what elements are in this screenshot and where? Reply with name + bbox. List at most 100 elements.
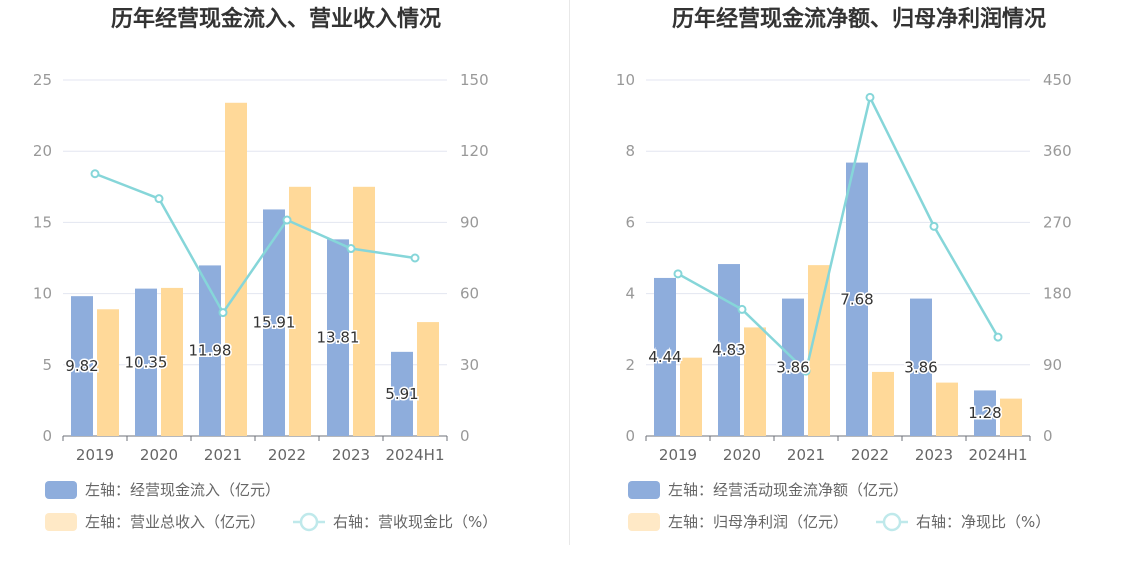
- bar-secondary: [225, 102, 247, 436]
- bar-secondary: [872, 371, 894, 436]
- chart-title: 历年经营现金流净额、归母净利润情况: [672, 6, 1046, 32]
- right-axis-tick-label: 90: [460, 213, 479, 231]
- bar-primary: [199, 265, 221, 436]
- ratio-line: [94, 172, 416, 315]
- bar-data-label: 10.35: [125, 353, 168, 371]
- x-axis-tick-label: 2023: [915, 446, 953, 464]
- bar-primary: [263, 209, 285, 436]
- legend-label: 右轴：营收现金比（%）: [333, 513, 497, 531]
- chart-left-svg: 历年经营现金流入、营业收入情况 0 0 5 30 10 60 15 90 20 120 25 150 20…: [33, 6, 497, 532]
- bar-secondary: [161, 287, 183, 436]
- ratio-line-point: [993, 332, 1003, 342]
- x-axis-tick-label: 2019: [76, 446, 114, 464]
- x-axis-tick-label: 2021: [787, 446, 825, 464]
- right-axis-tick-label: 30: [460, 356, 479, 374]
- right-axis-tick-label: 0: [460, 427, 470, 445]
- left-axis-tick-label: 10: [616, 71, 635, 89]
- bar-data-label: 15.91: [253, 314, 296, 332]
- chart-right-svg: 历年经营现金流净额、归母净利润情况 0 0 2 90 4 180 6 270 8 360 10 450 2…: [616, 6, 1072, 532]
- x-axis-tick-label: 2023: [332, 446, 370, 464]
- right-axis-tick-label: 450: [1043, 71, 1072, 89]
- left-axis-tick-label: 15: [33, 213, 52, 231]
- bar-data-label: 4.44: [648, 348, 681, 366]
- ratio-line-point: [90, 169, 100, 179]
- chart-group: 历年经营现金流净额、归母净利润情况 0 0 2 90 4 180 6 270 8 360 10 450 2…: [616, 6, 1072, 532]
- legend-line-marker: [882, 512, 902, 532]
- right-axis-tick-label: 270: [1043, 213, 1072, 231]
- chart-panel-left: 历年经营现金流入、营业收入情况 0 0 5 30 10 60 15 90 20 120 25 150 20…: [33, 6, 497, 532]
- right-axis-tick-label: 180: [1043, 285, 1072, 303]
- legend-label: 左轴：经营现金流入（亿元）: [85, 481, 280, 499]
- x-axis-tick-label: 2019: [659, 446, 697, 464]
- bar-data-label: 7.68: [840, 290, 873, 308]
- ratio-line-point: [929, 221, 939, 231]
- bar-secondary: [417, 322, 439, 436]
- x-axis-tick-label: 2020: [140, 446, 178, 464]
- left-axis-tick-label: 2: [625, 356, 635, 374]
- left-axis-tick-label: 0: [42, 427, 52, 445]
- bar-primary: [718, 264, 740, 436]
- ratio-line-point: [737, 304, 747, 314]
- bar-primary: [974, 390, 996, 436]
- bar-primary: [782, 298, 804, 436]
- bar-secondary: [289, 186, 311, 436]
- legend-label: 右轴：净现比（%）: [916, 513, 1050, 531]
- right-axis-tick-label: 150: [460, 71, 489, 89]
- x-axis-tick-label: 2022: [851, 446, 889, 464]
- x-axis-tick-label: 2024H1: [386, 446, 445, 464]
- bar-data-label: 11.98: [189, 342, 232, 360]
- bar-secondary: [744, 327, 766, 436]
- bar-secondary: [1000, 398, 1022, 436]
- chart-panel-right: 历年经营现金流净额、归母净利润情况 0 0 2 90 4 180 6 270 8 360 10 450 2…: [567, 0, 1134, 582]
- left-axis-tick-label: 8: [625, 142, 635, 160]
- panel-divider: [569, 0, 570, 545]
- x-axis-tick-label: 2020: [723, 446, 761, 464]
- chart-group: 历年经营现金流入、营业收入情况 0 0 5 30 10 60 15 90 20 120 25 150 20…: [33, 6, 497, 532]
- bar-primary: [654, 277, 676, 436]
- left-axis-tick-label: 5: [42, 356, 52, 374]
- left-axis-tick-label: 0: [625, 427, 635, 445]
- bar-data-label: 13.81: [317, 329, 360, 347]
- bar-secondary: [680, 357, 702, 436]
- ratio-line-point: [410, 253, 420, 263]
- x-axis-tick-label: 2022: [268, 446, 306, 464]
- bar-primary: [846, 162, 868, 437]
- bar-data-label: 9.82: [65, 357, 98, 375]
- ratio-line-point: [865, 92, 875, 102]
- bar-primary: [327, 239, 349, 436]
- right-axis-tick-label: 90: [1043, 356, 1062, 374]
- ratio-line-point: [801, 366, 811, 376]
- bar-primary: [910, 298, 932, 436]
- bar-primary: [135, 288, 157, 436]
- legend-swatch: [45, 481, 77, 499]
- legend-swatch: [45, 513, 77, 531]
- bar-primary: [391, 351, 413, 436]
- bar-secondary: [808, 265, 830, 436]
- legend-swatch: [628, 481, 660, 499]
- legend-label: 左轴：经营活动现金流净额（亿元）: [668, 481, 908, 499]
- ratio-line-point: [346, 244, 356, 254]
- ratio-line-point: [154, 194, 164, 204]
- bar-data-label: 3.86: [904, 358, 937, 376]
- right-axis-tick-label: 360: [1043, 142, 1072, 160]
- left-axis-tick-label: 6: [625, 213, 635, 231]
- x-axis-tick-label: 2024H1: [969, 446, 1028, 464]
- legend-swatch: [628, 513, 660, 531]
- right-axis-tick-label: 0: [1043, 427, 1053, 445]
- bar-data-label: 5.91: [385, 385, 418, 403]
- ratio-line-point: [218, 308, 228, 318]
- left-axis-tick-label: 10: [33, 285, 52, 303]
- ratio-line-point: [282, 215, 292, 225]
- legend-label: 左轴：归母净利润（亿元）: [668, 513, 848, 531]
- bar-data-label: 3.86: [776, 358, 809, 376]
- left-axis-tick-label: 25: [33, 71, 52, 89]
- bar-primary: [71, 296, 93, 436]
- bar-data-label: 4.83: [712, 341, 745, 359]
- bar-secondary: [353, 186, 375, 436]
- legend-label: 左轴：营业总收入（亿元）: [85, 513, 265, 531]
- chart-title: 历年经营现金流入、营业收入情况: [111, 6, 441, 32]
- ratio-line: [677, 93, 1000, 374]
- left-axis-tick-label: 4: [625, 285, 635, 303]
- right-axis-tick-label: 120: [460, 142, 489, 160]
- bar-secondary: [97, 309, 119, 436]
